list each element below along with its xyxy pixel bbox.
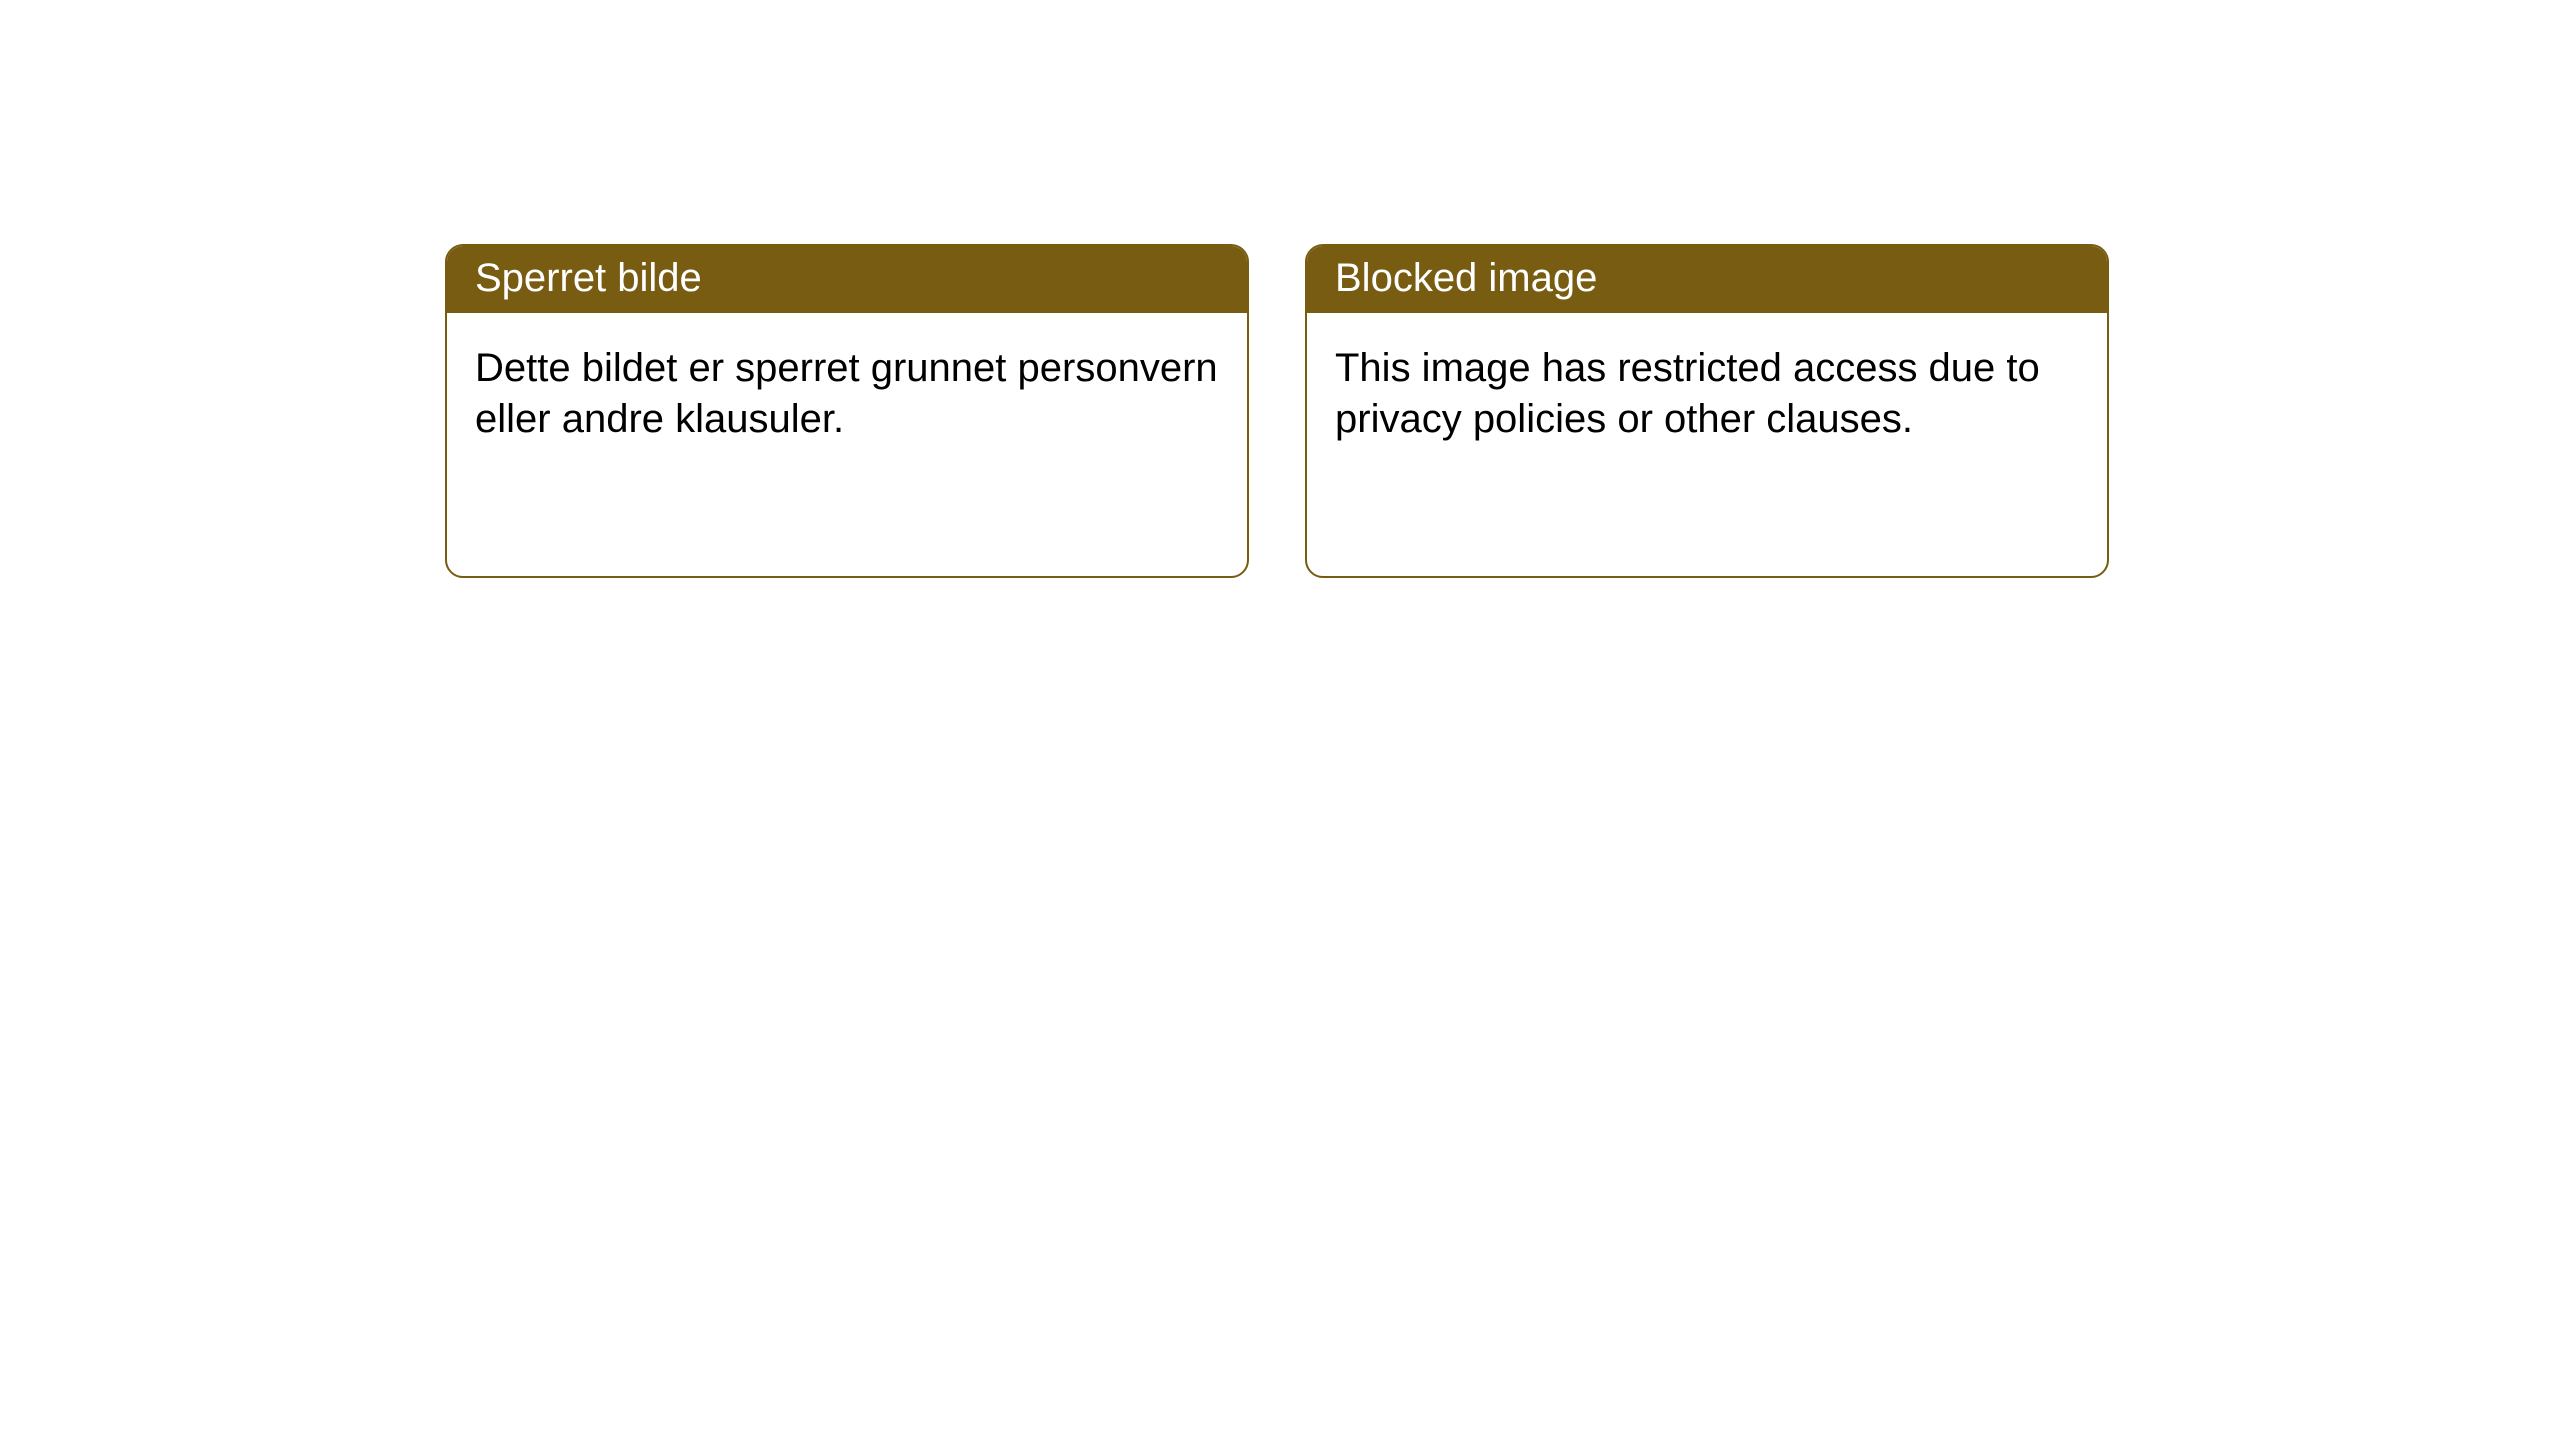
notice-container: Sperret bilde Dette bildet er sperret gr… [0, 0, 2560, 578]
notice-card-norwegian: Sperret bilde Dette bildet er sperret gr… [445, 244, 1249, 578]
notice-body: This image has restricted access due to … [1307, 313, 2107, 469]
notice-header: Sperret bilde [447, 246, 1247, 313]
notice-card-english: Blocked image This image has restricted … [1305, 244, 2109, 578]
notice-header: Blocked image [1307, 246, 2107, 313]
notice-body: Dette bildet er sperret grunnet personve… [447, 313, 1247, 469]
